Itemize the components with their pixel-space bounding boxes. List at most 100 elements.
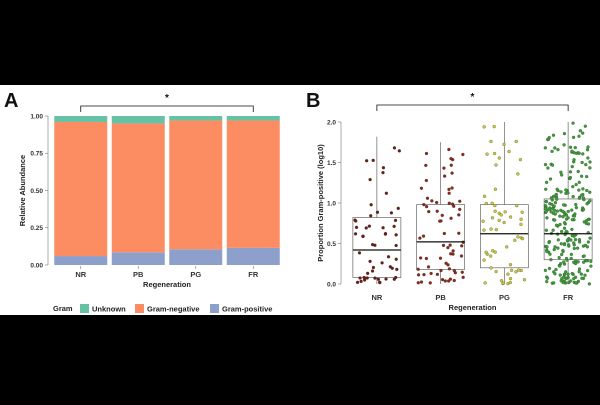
- data-point-pb: [442, 231, 446, 236]
- panel-a-y-tick-label: 0.25: [30, 225, 43, 232]
- data-point-pb: [424, 151, 429, 156]
- data-point-fr: [562, 260, 566, 264]
- data-point-nr: [378, 281, 382, 285]
- bar-segment-pb-unknown: [111, 116, 165, 124]
- data-point-fr: [558, 214, 562, 218]
- data-point-fr: [549, 258, 553, 262]
- data-point-fr: [544, 228, 549, 232]
- data-point-fr: [554, 223, 559, 227]
- data-point-fr: [576, 169, 580, 174]
- data-point-fr: [559, 242, 563, 246]
- data-point-fr: [584, 219, 589, 223]
- data-point-fr: [569, 252, 573, 256]
- data-point-fr: [564, 276, 568, 281]
- data-point-pb: [435, 200, 439, 205]
- data-point-fr: [550, 202, 554, 206]
- data-point-fr: [554, 193, 558, 197]
- data-point-pg: [482, 194, 487, 198]
- data-point-fr: [547, 266, 552, 271]
- panel-a-x-tick-label-fr: FR: [248, 270, 259, 279]
- data-point-pb: [439, 268, 443, 273]
- data-point-fr: [578, 129, 582, 133]
- panel-a-y-tick-label: 0.75: [30, 151, 43, 158]
- data-point-fr: [577, 151, 581, 155]
- data-point-fr: [572, 214, 577, 218]
- data-point-pb: [447, 201, 451, 205]
- data-point-nr: [365, 159, 369, 163]
- data-point-nr: [371, 265, 376, 270]
- data-point-fr: [589, 264, 593, 268]
- data-point-nr: [394, 233, 398, 237]
- data-point-fr: [585, 148, 590, 152]
- bar-segment-pb-gram-negative: [111, 123, 165, 253]
- bar-segment-nr-gram-negative: [54, 121, 108, 257]
- data-point-pb: [449, 216, 453, 220]
- data-point-fr: [544, 210, 548, 214]
- data-point-pg: [506, 272, 510, 276]
- data-point-fr: [558, 273, 562, 277]
- data-point-pb: [424, 256, 429, 261]
- data-point-pb: [443, 174, 447, 178]
- legend-label-gram-negative: Gram-negative: [147, 305, 200, 314]
- panel-b-x-tick-label-pg: PG: [499, 293, 510, 302]
- data-point-pg: [493, 187, 498, 191]
- data-point-nr: [369, 203, 373, 207]
- data-point-pb: [449, 252, 453, 256]
- data-point-pb: [460, 244, 464, 248]
- data-point-pg: [492, 125, 496, 129]
- data-point-fr: [566, 191, 570, 195]
- data-point-pb: [457, 231, 461, 235]
- data-point-fr: [543, 146, 547, 150]
- data-point-fr: [571, 194, 575, 199]
- data-point-nr: [381, 171, 385, 175]
- data-point-fr: [580, 276, 584, 280]
- data-point-fr: [562, 203, 566, 207]
- data-point-fr: [577, 188, 581, 192]
- panel-a-bars: [54, 116, 280, 265]
- data-point-fr: [546, 137, 551, 142]
- data-point-fr: [579, 174, 584, 178]
- data-point-pg: [483, 281, 487, 285]
- data-point-pb: [435, 272, 440, 277]
- data-point-pg: [520, 210, 524, 214]
- data-point-pb: [452, 278, 456, 283]
- data-point-pg: [522, 278, 527, 282]
- panel-a-x-tick-label-pb: PB: [133, 270, 144, 279]
- data-point-nr: [392, 146, 397, 150]
- data-point-fr: [573, 261, 578, 266]
- data-point-fr: [555, 209, 559, 213]
- data-point-fr: [552, 208, 557, 212]
- data-point-fr: [561, 215, 565, 219]
- data-point-fr: [569, 279, 573, 283]
- data-point-fr: [586, 156, 590, 160]
- data-point-pb: [450, 186, 454, 190]
- data-point-pb: [416, 267, 420, 271]
- data-point-fr: [570, 227, 574, 232]
- data-point-pb: [430, 199, 434, 203]
- data-point-pb: [422, 202, 426, 207]
- data-point-pg: [484, 250, 488, 254]
- data-point-pb: [428, 281, 432, 285]
- data-point-nr: [369, 214, 373, 218]
- data-point-nr: [361, 234, 365, 238]
- data-point-fr: [568, 145, 573, 149]
- panel-a-x-axis: NR PB PG FR: [75, 266, 259, 279]
- data-point-pb: [441, 243, 446, 248]
- data-point-pb: [429, 271, 433, 276]
- data-point-fr: [570, 234, 574, 238]
- legend-swatch-gram-positive: [210, 304, 219, 313]
- panel-b-box-plot: 0.0 0.5 1.0 1.5 2.0 NR PB PG FR * Proportion Gr…: [316, 92, 593, 312]
- data-point-fr: [585, 202, 589, 206]
- data-point-fr: [553, 245, 557, 249]
- data-point-fr: [551, 228, 555, 232]
- data-point-pb: [418, 256, 423, 260]
- legend-swatch-unknown: [80, 304, 89, 313]
- data-point-fr: [566, 272, 570, 276]
- data-point-fr: [562, 143, 566, 147]
- data-point-pg: [484, 201, 488, 206]
- data-point-pg: [491, 249, 495, 253]
- panel-b-letter: B: [306, 90, 320, 112]
- data-point-pb: [438, 256, 443, 260]
- data-point-pb: [448, 243, 452, 247]
- data-point-fr: [545, 276, 550, 280]
